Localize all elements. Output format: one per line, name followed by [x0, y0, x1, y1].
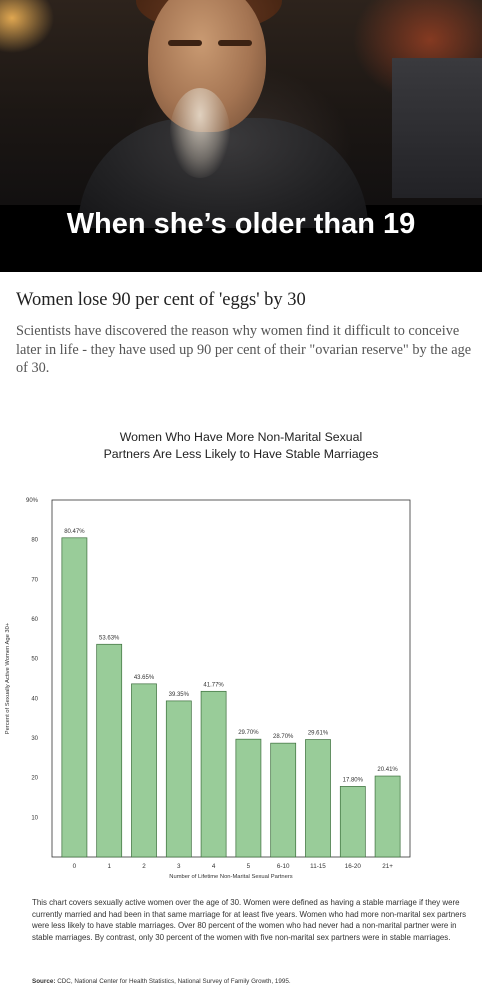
article-headline[interactable]: Women lose 90 per cent of 'eggs' by 30 — [16, 290, 306, 310]
bar-3 — [165, 700, 192, 858]
x-tick-label: 6-10 — [277, 863, 290, 870]
y-tick-label: 30 — [31, 736, 38, 742]
bar-21+ — [374, 775, 401, 858]
x-tick-label: 4 — [212, 863, 216, 870]
x-tick-label: 5 — [247, 863, 251, 870]
smoke-puff — [170, 88, 230, 178]
meme-photo — [0, 0, 482, 228]
article-summary: Scientists have discovered the reason wh… — [16, 323, 472, 376]
article-block: Women lose 90 per cent of 'eggs' by 30 S… — [16, 290, 476, 378]
y-tick-label: 70 — [31, 577, 38, 583]
meme-caption: When she’s older than 19 — [66, 208, 416, 240]
data-label: 43.65% — [134, 675, 155, 681]
data-label: 53.63% — [99, 635, 120, 641]
x-tick-label: 1 — [107, 863, 111, 870]
bar-5 — [235, 738, 262, 858]
chart-title-line1: Women Who Have More Non-Marital Sexual — [119, 430, 363, 444]
data-label: 80.47% — [64, 529, 85, 535]
bar-4 — [200, 690, 227, 858]
x-tick-label: 2 — [142, 863, 146, 870]
right-brow — [218, 40, 252, 46]
bar-16-20 — [339, 786, 366, 858]
source-label: Source: — [32, 978, 56, 985]
chart-source: Source: CDC, National Center for Health … — [32, 978, 472, 985]
data-label: 29.61% — [308, 731, 329, 737]
bar-0 — [61, 537, 88, 858]
bar-1 — [96, 643, 123, 858]
meme-panel: When she’s older than 19 — [0, 0, 482, 272]
y-tick-label: 10 — [31, 815, 38, 821]
x-tick-label: 11-15 — [310, 863, 326, 870]
x-tick-label: 0 — [73, 863, 77, 870]
data-label: 20.41% — [377, 767, 398, 773]
x-tick-label: 3 — [177, 863, 181, 870]
data-label: 29.70% — [238, 730, 259, 736]
data-label: 17.80% — [343, 777, 364, 783]
y-axis-label: Percent of Sexually Active Women Age 30+ — [5, 622, 11, 734]
bar-11-15 — [305, 739, 331, 858]
y-tick-label: 90% — [26, 498, 39, 504]
x-tick-label: 21+ — [382, 863, 393, 870]
y-tick-label: 60 — [31, 617, 38, 623]
chart-footnote: This chart covers sexually active women … — [32, 898, 467, 943]
y-tick-label: 20 — [31, 776, 38, 782]
bar-6-10 — [270, 742, 297, 858]
plot-frame — [51, 499, 411, 858]
source-text: CDC, National Center for Health Statisti… — [57, 978, 291, 985]
x-tick-label: 16-20 — [345, 863, 362, 870]
left-brow — [168, 40, 202, 46]
y-tick-label: 50 — [31, 657, 38, 663]
data-label: 41.77% — [203, 682, 224, 688]
chart-title-line2: Partners Are Less Likely to Have Stable … — [103, 447, 379, 461]
y-tick-label: 40 — [31, 696, 38, 702]
data-label: 28.70% — [273, 734, 294, 740]
background-panel — [392, 58, 482, 198]
x-axis-label: Number of Lifetime Non-Marital Sexual Pa… — [169, 874, 292, 880]
y-tick-label: 80 — [31, 538, 38, 544]
bar-2 — [131, 683, 157, 858]
data-label: 39.35% — [169, 692, 190, 698]
